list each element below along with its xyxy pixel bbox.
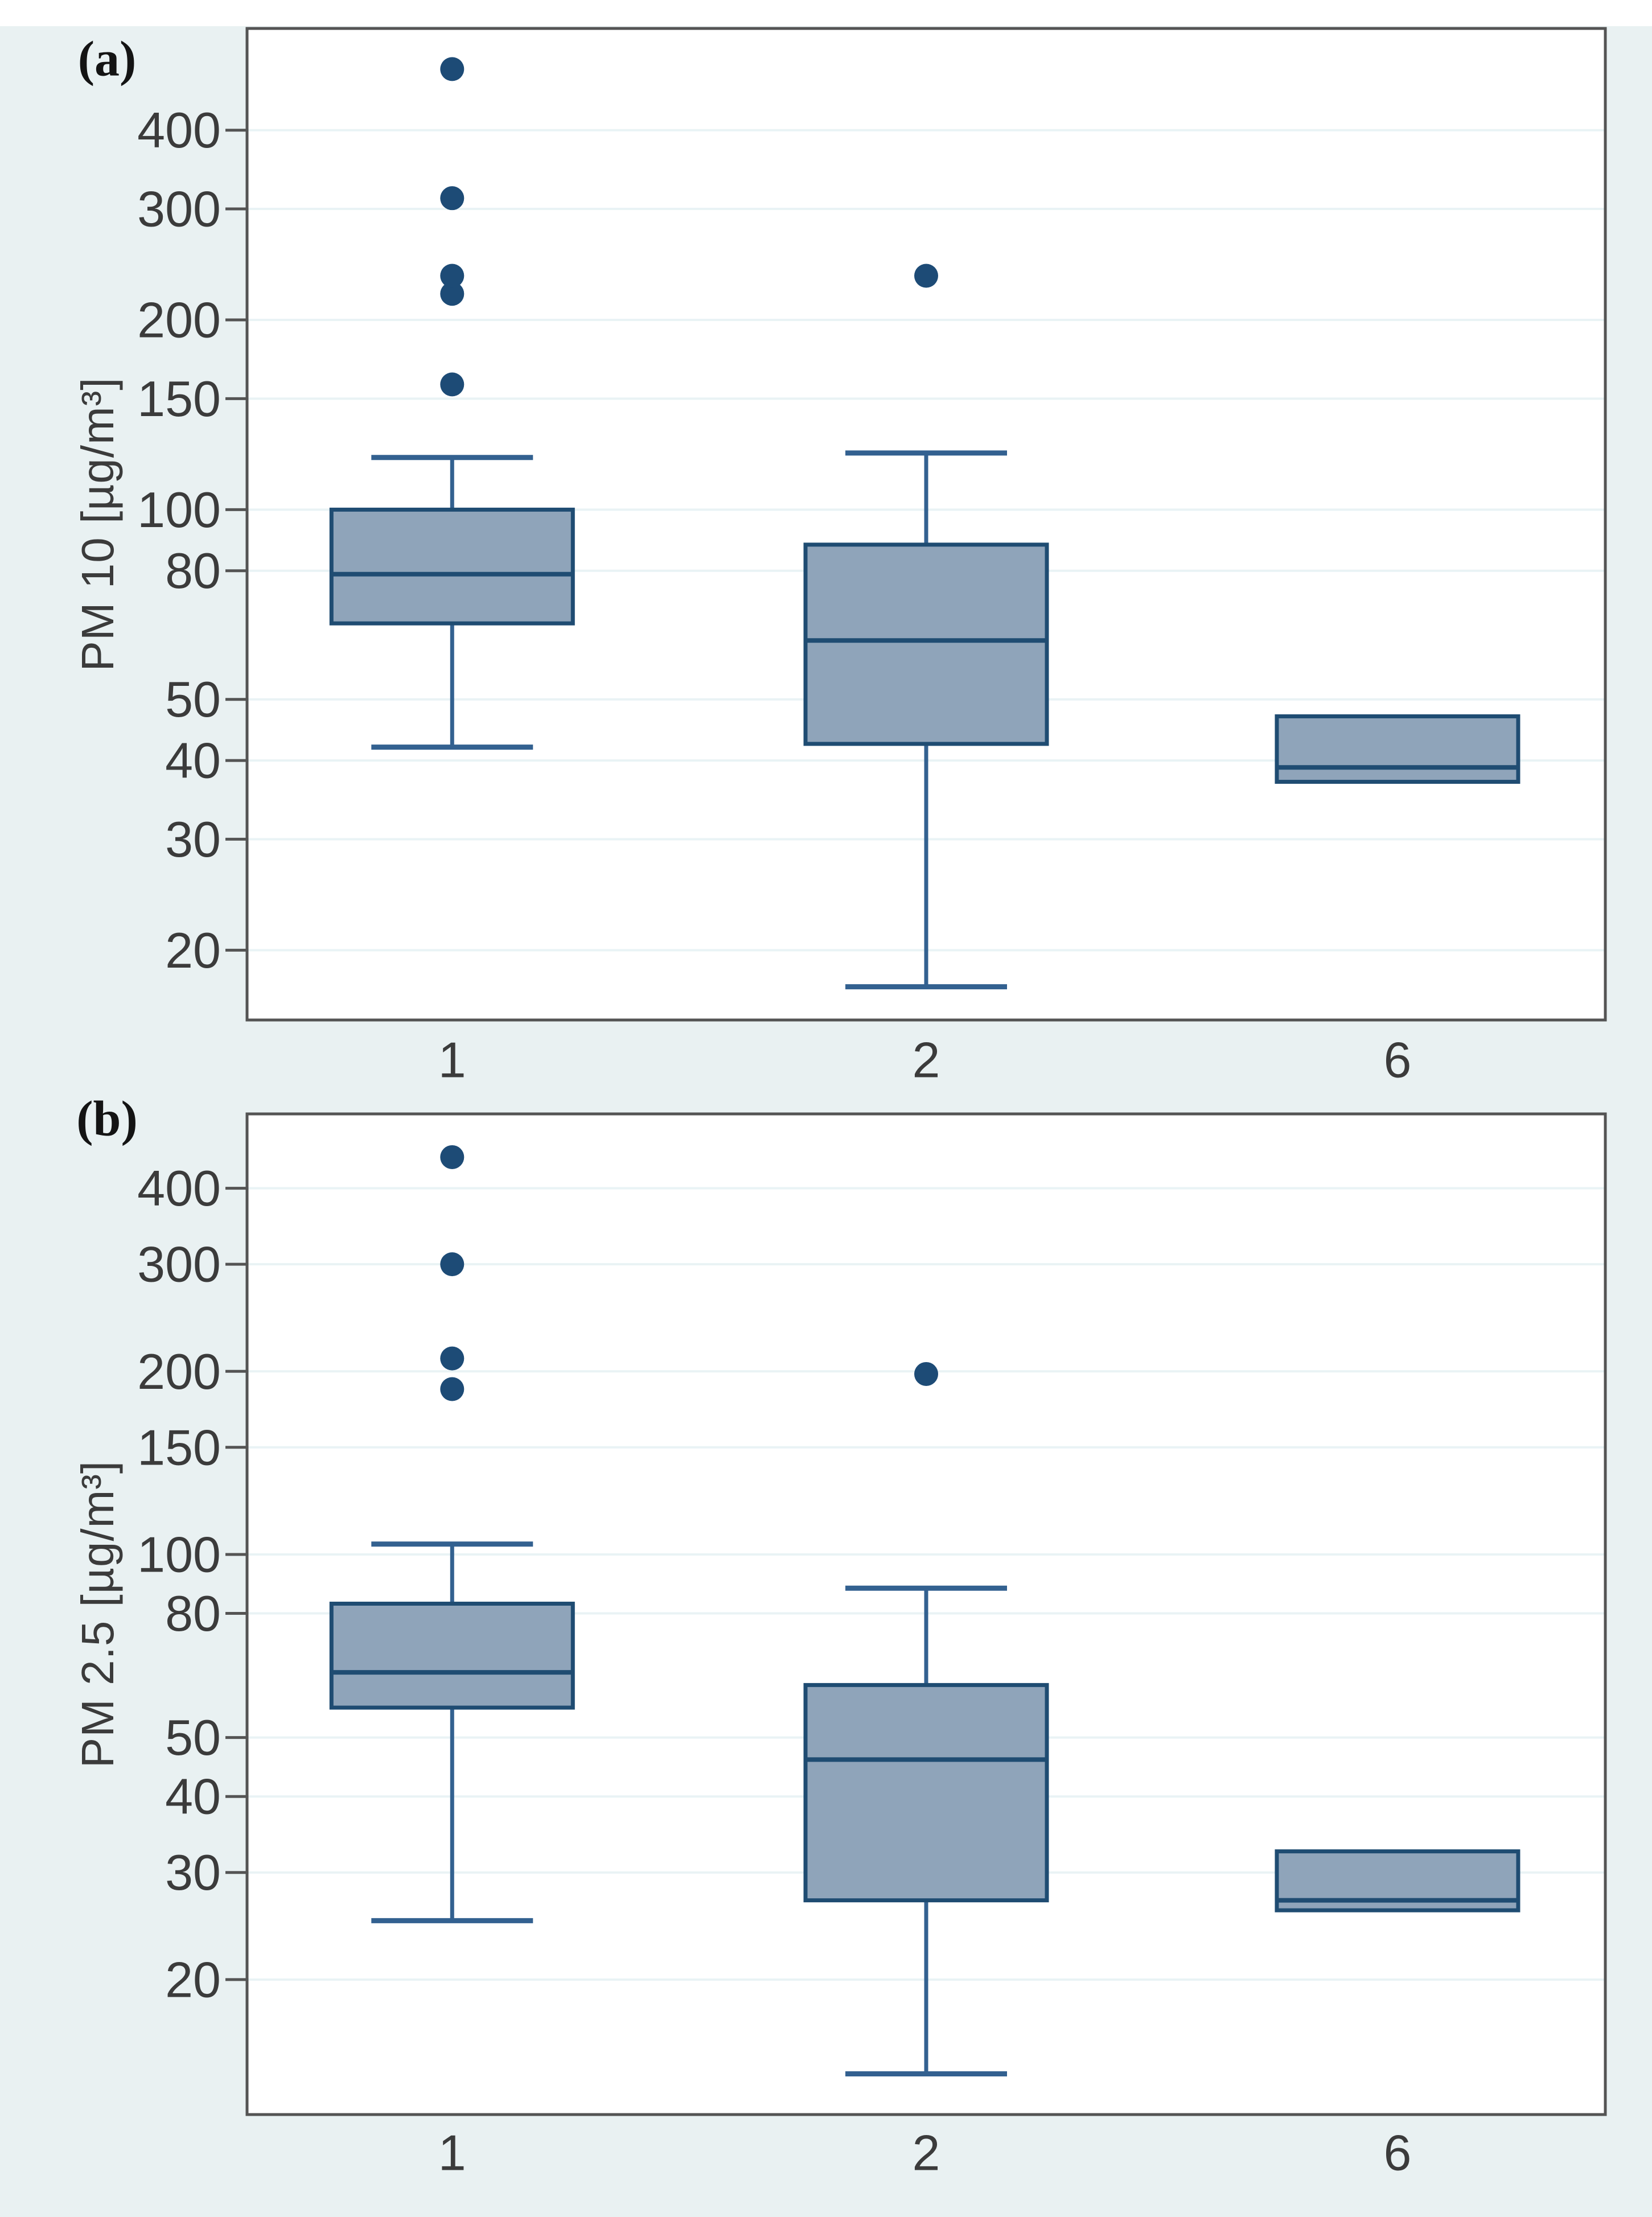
y-tick-label: 30 xyxy=(165,811,221,867)
outlier-dot xyxy=(440,57,465,81)
iqr-box xyxy=(1275,714,1521,784)
panel-a-label: (a) xyxy=(77,31,137,87)
iqr-box xyxy=(329,1601,575,1710)
y-tick-label: 300 xyxy=(137,181,221,237)
y-tick-label: 80 xyxy=(165,1585,221,1642)
y-tick-label: 50 xyxy=(165,671,221,727)
y-tick-label: 200 xyxy=(137,292,221,348)
outlier-dot xyxy=(440,282,465,306)
x-category-label: 6 xyxy=(1383,2125,1411,2181)
outlier-dot xyxy=(440,186,465,211)
y-tick-label: 150 xyxy=(137,1419,221,1475)
y-tick-label: 400 xyxy=(137,1160,221,1216)
y-tick-label: 80 xyxy=(165,542,221,599)
y-tick-label: 50 xyxy=(165,1709,221,1766)
outlier-dot xyxy=(440,372,465,397)
plot-frame xyxy=(245,1112,1607,2116)
y-axis-title-pm25: PM 2.5 [µg/m³] xyxy=(72,1460,123,1768)
y-tick-label: 20 xyxy=(165,922,221,978)
outlier-dot xyxy=(914,264,938,288)
y-tick-label: 20 xyxy=(165,1951,221,2008)
x-category-label: 6 xyxy=(1383,1032,1411,1088)
y-tick-label: 40 xyxy=(165,733,221,789)
y-tick-label: 100 xyxy=(137,1526,221,1582)
y-tick-label: 30 xyxy=(165,1844,221,1901)
y-tick-label: 400 xyxy=(137,102,221,158)
outlier-dot xyxy=(440,1377,465,1401)
x-category-label: 1 xyxy=(438,1032,466,1088)
x-category-label: 1 xyxy=(438,2125,466,2181)
x-category-label: 2 xyxy=(913,2125,940,2181)
outlier-dot xyxy=(440,264,465,288)
outlier-dot xyxy=(914,1362,938,1386)
plot-frame xyxy=(245,27,1607,1022)
panel-b-label: (b) xyxy=(76,1091,138,1147)
outlier-dot xyxy=(440,1346,465,1371)
y-tick-label: 200 xyxy=(137,1343,221,1400)
y-axis-title-pm10: PM 10 [µg/m³] xyxy=(72,377,123,672)
outlier-dot xyxy=(440,1145,465,1169)
iqr-box xyxy=(803,542,1049,746)
iqr-box xyxy=(329,507,575,626)
x-category-label: 2 xyxy=(913,1032,940,1088)
y-tick-label: 100 xyxy=(137,482,221,538)
top-margin xyxy=(0,0,1652,26)
iqr-box xyxy=(803,1683,1049,1903)
y-tick-label: 150 xyxy=(137,371,221,427)
y-tick-label: 40 xyxy=(165,1768,221,1825)
outlier-dot xyxy=(440,1252,465,1277)
y-tick-label: 300 xyxy=(137,1236,221,1293)
